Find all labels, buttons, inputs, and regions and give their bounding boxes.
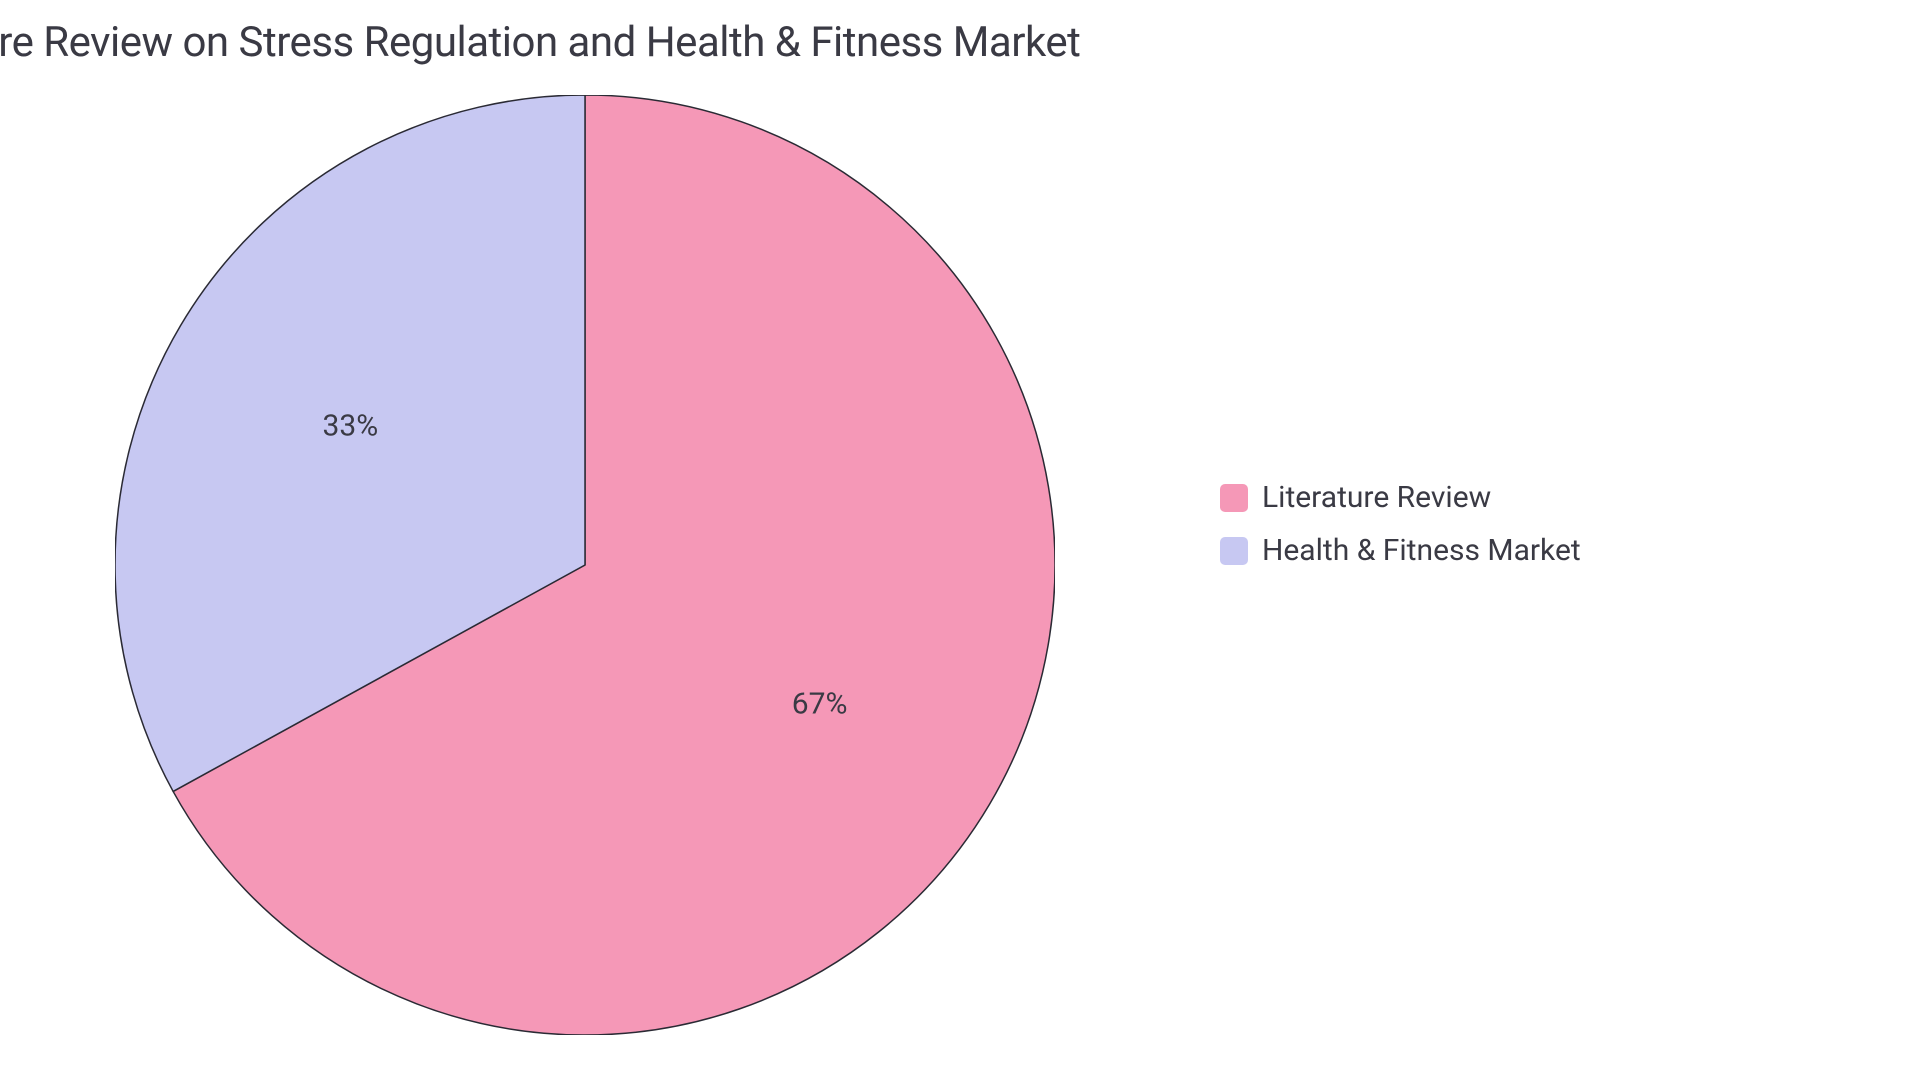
legend-swatch-1 (1220, 537, 1248, 565)
pie-chart: 67% 33% (115, 95, 1055, 1035)
pie-svg (115, 95, 1055, 1035)
legend-label-1: Health & Fitness Market (1262, 533, 1581, 568)
legend-label-0: Literature Review (1262, 480, 1491, 515)
chart-title: ature Review on Stress Regulation and He… (0, 18, 1080, 67)
legend-item-0: Literature Review (1220, 480, 1581, 515)
legend-swatch-0 (1220, 484, 1248, 512)
legend: Literature Review Health & Fitness Market (1220, 480, 1581, 568)
slice-label-1: 33% (323, 409, 379, 444)
legend-item-1: Health & Fitness Market (1220, 533, 1581, 568)
slice-label-0: 67% (792, 686, 848, 721)
